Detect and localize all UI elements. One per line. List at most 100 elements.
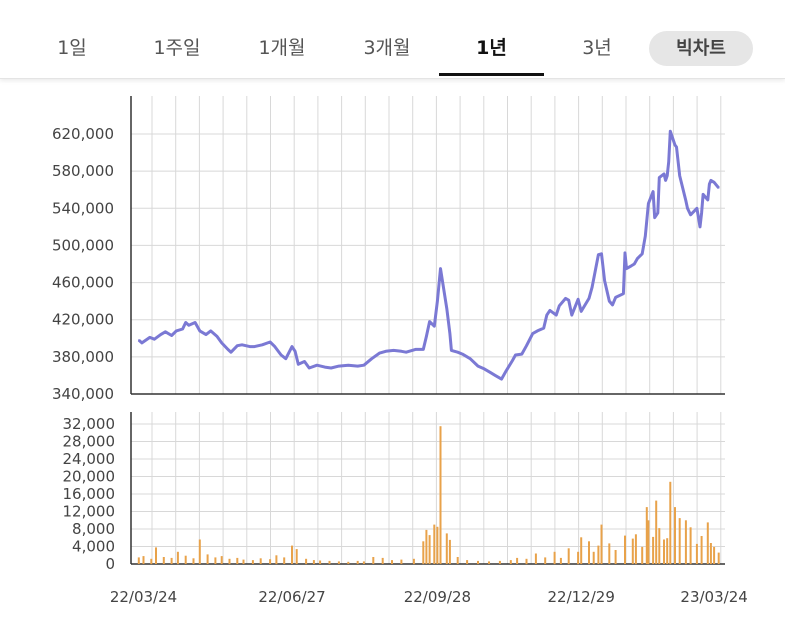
price-y-tick-label: 380,000: [52, 348, 114, 366]
price-point: [622, 292, 625, 295]
volume-bar: [228, 558, 231, 565]
x-tick-label: 23/03/24: [680, 588, 747, 606]
price-point: [385, 350, 387, 353]
volume-y-tick-label: 0: [105, 555, 115, 573]
tab-3-months[interactable]: 3개월: [350, 26, 424, 76]
volume-bar: [652, 536, 655, 564]
price-point: [689, 214, 692, 216]
price-point: [164, 331, 167, 333]
tab-1-year[interactable]: 1년: [439, 26, 544, 76]
price-point: [428, 320, 431, 323]
volume-bar: [206, 554, 209, 564]
price-point: [392, 349, 395, 352]
price-point: [209, 330, 212, 332]
x-tick-label: 22/06/27: [258, 588, 325, 606]
volume-bar: [553, 551, 556, 565]
volume-bar: [422, 541, 425, 565]
volume-bar: [328, 560, 331, 564]
period-tab-bar: 1일 1주일 1개월 3개월 1년 3년 빅차트: [0, 0, 785, 79]
volume-bar: [198, 539, 201, 564]
price-point: [521, 353, 523, 355]
price-point: [678, 175, 681, 177]
volume-bar: [319, 560, 322, 564]
price-point: [184, 321, 187, 324]
price-point: [433, 325, 436, 327]
volume-bar: [275, 555, 278, 565]
volume-bar: [425, 529, 428, 564]
volume-bar: [509, 560, 512, 564]
price-y-tick-label: 340,000: [52, 385, 114, 403]
price-point: [675, 146, 678, 148]
volume-series: [137, 426, 720, 565]
price-point: [644, 235, 647, 237]
price-point: [316, 364, 318, 367]
volume-y-tick-label: 4,000: [72, 538, 115, 556]
tab-label: 3년: [582, 37, 612, 59]
volume-bar: [663, 539, 665, 564]
price-point: [294, 350, 296, 353]
volume-y-tick-label: 24,000: [63, 450, 116, 468]
tab-3-years[interactable]: 3년: [565, 26, 629, 76]
price-y-tick-label: 500,000: [52, 236, 114, 254]
price-point: [253, 345, 256, 348]
volume-bar: [347, 561, 350, 564]
price-point: [663, 173, 665, 175]
tab-1-day[interactable]: 1일: [40, 26, 104, 76]
price-point: [469, 357, 472, 360]
tab-1-week[interactable]: 1주일: [140, 26, 214, 76]
price-line: [137, 129, 720, 381]
volume-bar: [259, 558, 262, 564]
price-point: [500, 378, 503, 380]
price-y-axis: 620,000 580,000 540,000 500,000 460,000 420,0…: [52, 96, 132, 403]
price-point: [269, 341, 271, 343]
price-point: [188, 324, 190, 327]
price-point: [494, 374, 497, 377]
price-point: [511, 359, 514, 362]
tab-label: 1개월: [258, 37, 306, 59]
price-point: [227, 348, 229, 351]
volume-bar: [525, 558, 528, 565]
volume-bar: [559, 557, 562, 564]
volume-bar: [381, 557, 384, 564]
volume-y-tick-label: 28,000: [63, 433, 116, 451]
price-point: [630, 265, 632, 267]
tab-1-month[interactable]: 1개월: [245, 26, 319, 76]
big-chart-button[interactable]: 빅차트: [649, 31, 753, 66]
price-point: [580, 310, 582, 313]
price-point: [489, 371, 492, 374]
price-point: [624, 252, 626, 254]
price-point: [525, 344, 528, 347]
price-y-tick-label: 580,000: [52, 162, 114, 180]
volume-bar: [706, 522, 709, 564]
price-point: [175, 330, 178, 332]
volume-bar: [516, 557, 519, 564]
volume-bar: [608, 543, 611, 564]
price-point: [699, 226, 701, 228]
volume-y-tick-label: 32,000: [63, 415, 116, 433]
price-point: [702, 193, 704, 196]
price-point: [686, 207, 689, 210]
volume-bar: [695, 543, 698, 564]
volume-bar: [588, 541, 590, 565]
price-point: [230, 351, 232, 354]
price-point: [667, 161, 670, 163]
volume-bar: [150, 558, 153, 565]
volume-bar: [641, 546, 644, 564]
price-point: [614, 296, 617, 299]
price-point: [285, 357, 287, 360]
price-point: [205, 333, 207, 336]
volume-y-tick-label: 12,000: [63, 503, 116, 521]
volume-bar: [634, 534, 637, 565]
stock-chart: 620,000 580,000 540,000 500,000 460,000 420,0…: [52, 96, 748, 606]
price-point: [608, 300, 611, 302]
price-point: [505, 370, 508, 372]
volume-bar: [709, 543, 712, 564]
volume-bar: [291, 545, 293, 564]
volume-bar: [689, 527, 692, 565]
volume-bar: [372, 557, 375, 564]
price-point: [308, 367, 311, 369]
tab-label: 1일: [57, 37, 87, 59]
price-point: [483, 368, 486, 370]
volume-bar: [142, 556, 145, 564]
price-point: [658, 176, 661, 179]
